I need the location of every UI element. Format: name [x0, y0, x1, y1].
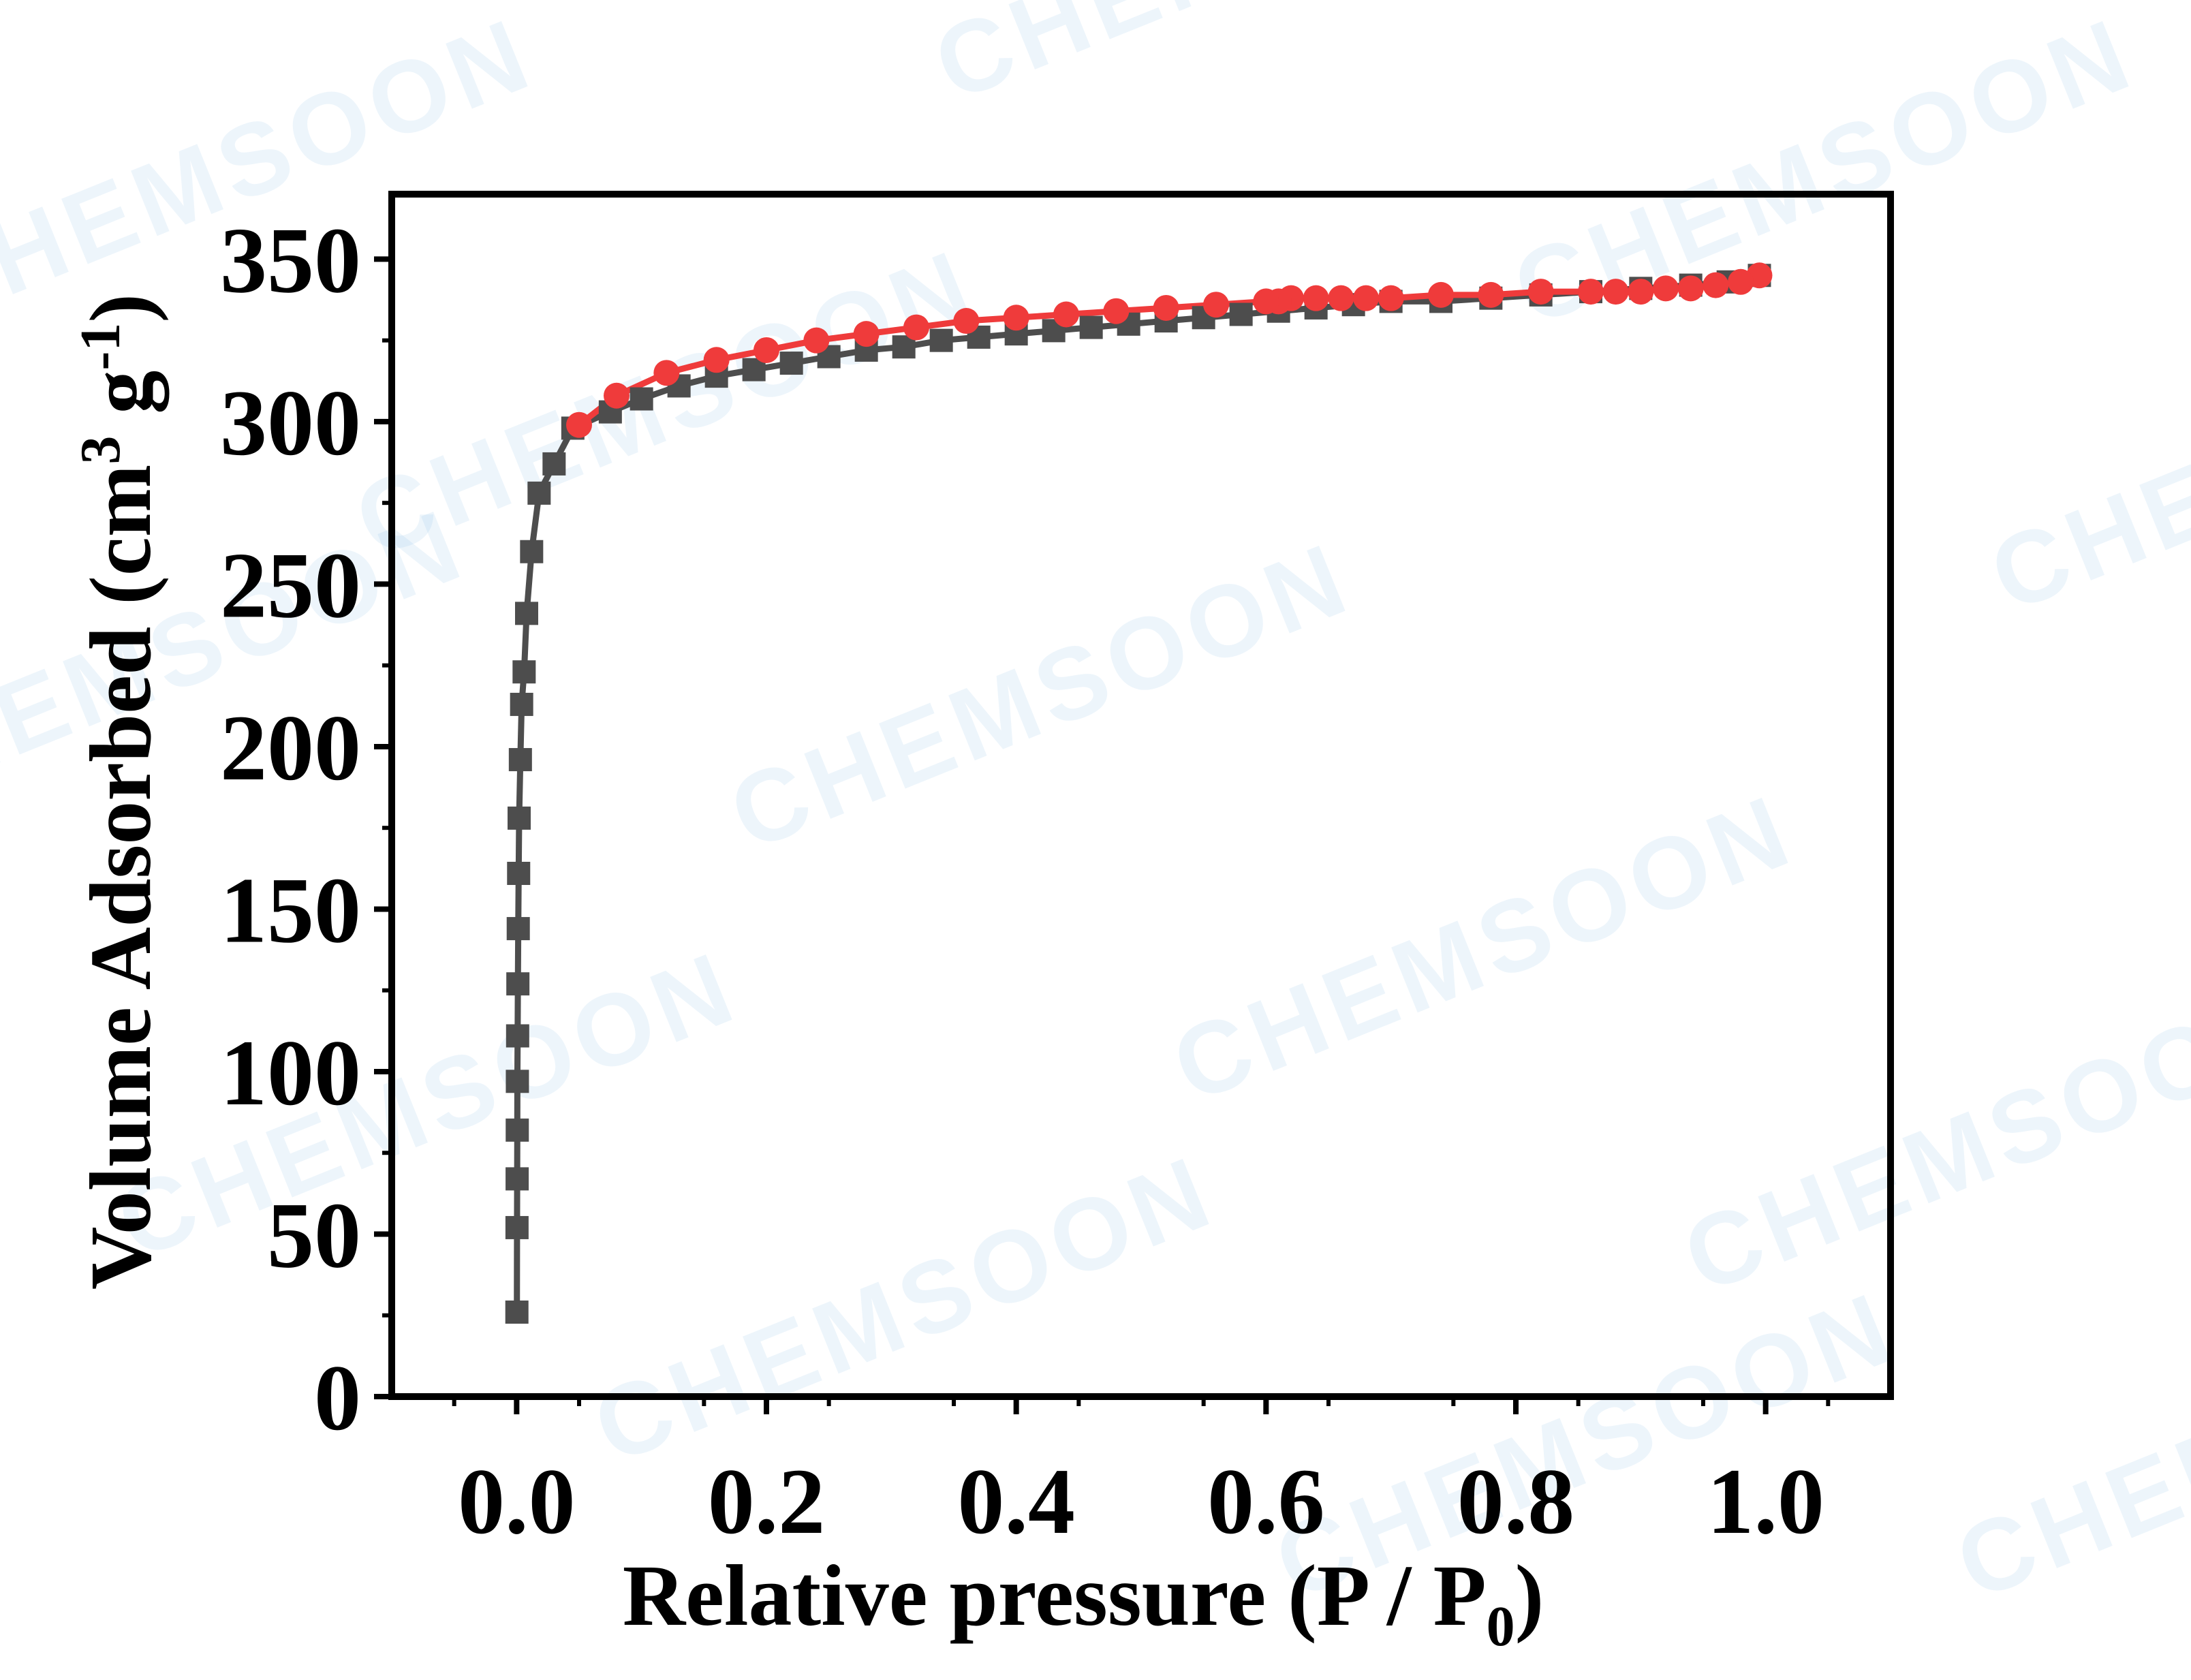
adsorption-point [1079, 315, 1103, 339]
adsorption-point [779, 352, 803, 375]
desorption-point [1303, 285, 1329, 311]
y-axis-title-sup1: 3 [69, 436, 132, 465]
y-tick-label: 100 [220, 1021, 361, 1125]
y-tick-label: 250 [220, 533, 361, 637]
desorption-point [1103, 298, 1130, 324]
desorption-point [1153, 294, 1179, 321]
adsorption-point [542, 452, 566, 476]
x-tick-label: 0.4 [957, 1449, 1075, 1553]
adsorption-point [508, 748, 532, 772]
watermark-text: CHEMSOON [1668, 963, 2191, 1315]
y-tick-label: 150 [220, 858, 361, 962]
desorption-point [1677, 275, 1704, 302]
desorption-point [853, 321, 880, 347]
desorption-point [1353, 285, 1379, 311]
desorption-point [1328, 285, 1354, 311]
y-axis-title-main: Volume Adsorbed (cm [72, 465, 169, 1290]
desorption-point [1703, 272, 1729, 298]
adsorption-point [506, 1167, 529, 1191]
desorption-point [1053, 301, 1079, 328]
adsorption-point [506, 972, 530, 996]
desorption-point [1653, 275, 1679, 302]
x-tick-label: 1.0 [1707, 1449, 1824, 1553]
x-axis-title: Relative pressure (P / P0) [623, 1547, 1544, 1658]
desorption-point [753, 337, 779, 363]
desorption-point [1203, 292, 1229, 318]
desorption-point [903, 314, 929, 341]
adsorption-point [506, 917, 530, 941]
adsorption-point [506, 1024, 529, 1048]
adsorption-point [527, 481, 551, 505]
desorption-point [1728, 268, 1754, 295]
y-tick-label: 200 [220, 696, 361, 800]
adsorption-point [515, 602, 538, 625]
y-axis-title: Volume Adsorbed (cm3 g-1) [69, 294, 169, 1290]
series-layer [505, 262, 1773, 1324]
adsorption-point [506, 1118, 529, 1142]
axes-layer [388, 191, 1894, 1400]
y-axis-title-sup2: -1 [69, 323, 132, 371]
watermark-text: CHEMSOON [715, 520, 1366, 872]
desorption-point [566, 411, 592, 438]
adsorption-point [630, 387, 653, 411]
x-axis-title-end: ) [1515, 1547, 1544, 1644]
desorption-point [803, 327, 830, 354]
desorption-point [604, 382, 630, 409]
tick-layer: 0.0 0.2 0.4 0.6 0.8 1.0 0 50 100 150 200 250 300 350 [220, 208, 1831, 1553]
watermark-text: CHEMSOON [1157, 772, 1809, 1124]
desorption-point [1578, 279, 1604, 305]
adsorption-point [506, 1070, 529, 1093]
x-axis-title-subscript: 0 [1487, 1595, 1515, 1658]
adsorption-point [505, 1300, 529, 1324]
x-tick-label: 0.2 [708, 1449, 826, 1553]
desorption-point [703, 347, 730, 373]
y-tick-label: 50 [267, 1183, 361, 1287]
desorption-point [1003, 305, 1029, 331]
y-tick-label: 0 [314, 1345, 361, 1450]
watermark-text: CHEMSOON [1941, 1269, 2191, 1621]
watermark-text: CHEMSOON [1975, 281, 2191, 634]
adsorption-point [520, 540, 544, 563]
plot-frame [388, 191, 1894, 1400]
watermark-text: CHEMSOON [578, 1133, 1230, 1485]
desorption-point [1428, 281, 1454, 308]
x-tick-label: 0.6 [1207, 1449, 1325, 1553]
desorption-point [1628, 279, 1654, 305]
x-tick-label: 0.8 [1457, 1449, 1575, 1553]
y-tick-label: 350 [220, 208, 361, 312]
y-tick-label: 300 [220, 371, 361, 475]
desorption-point [1378, 285, 1404, 311]
desorption-point [1602, 279, 1629, 305]
adsorption-point [1229, 302, 1253, 326]
x-tick-label: 0.0 [458, 1449, 576, 1553]
desorption-point [653, 360, 680, 386]
desorption-point [1527, 279, 1554, 305]
watermark-text: CHEMSOON [102, 929, 753, 1281]
adsorption-point [512, 660, 536, 684]
adsorption-point [507, 861, 531, 885]
watermark-text: CHEMSOON [919, 0, 1570, 123]
y-axis-title-end: ) [72, 294, 169, 323]
adsorption-point [510, 692, 533, 716]
desorption-point [1253, 288, 1279, 315]
y-axis-title-mid: g [72, 371, 169, 436]
adsorption-point [508, 806, 531, 830]
adsorption-point [505, 1215, 529, 1239]
x-axis-title-main: Relative pressure (P / P [623, 1547, 1487, 1644]
adsorption-point [929, 328, 953, 352]
desorption-point [1478, 281, 1504, 308]
desorption-point [953, 308, 980, 335]
